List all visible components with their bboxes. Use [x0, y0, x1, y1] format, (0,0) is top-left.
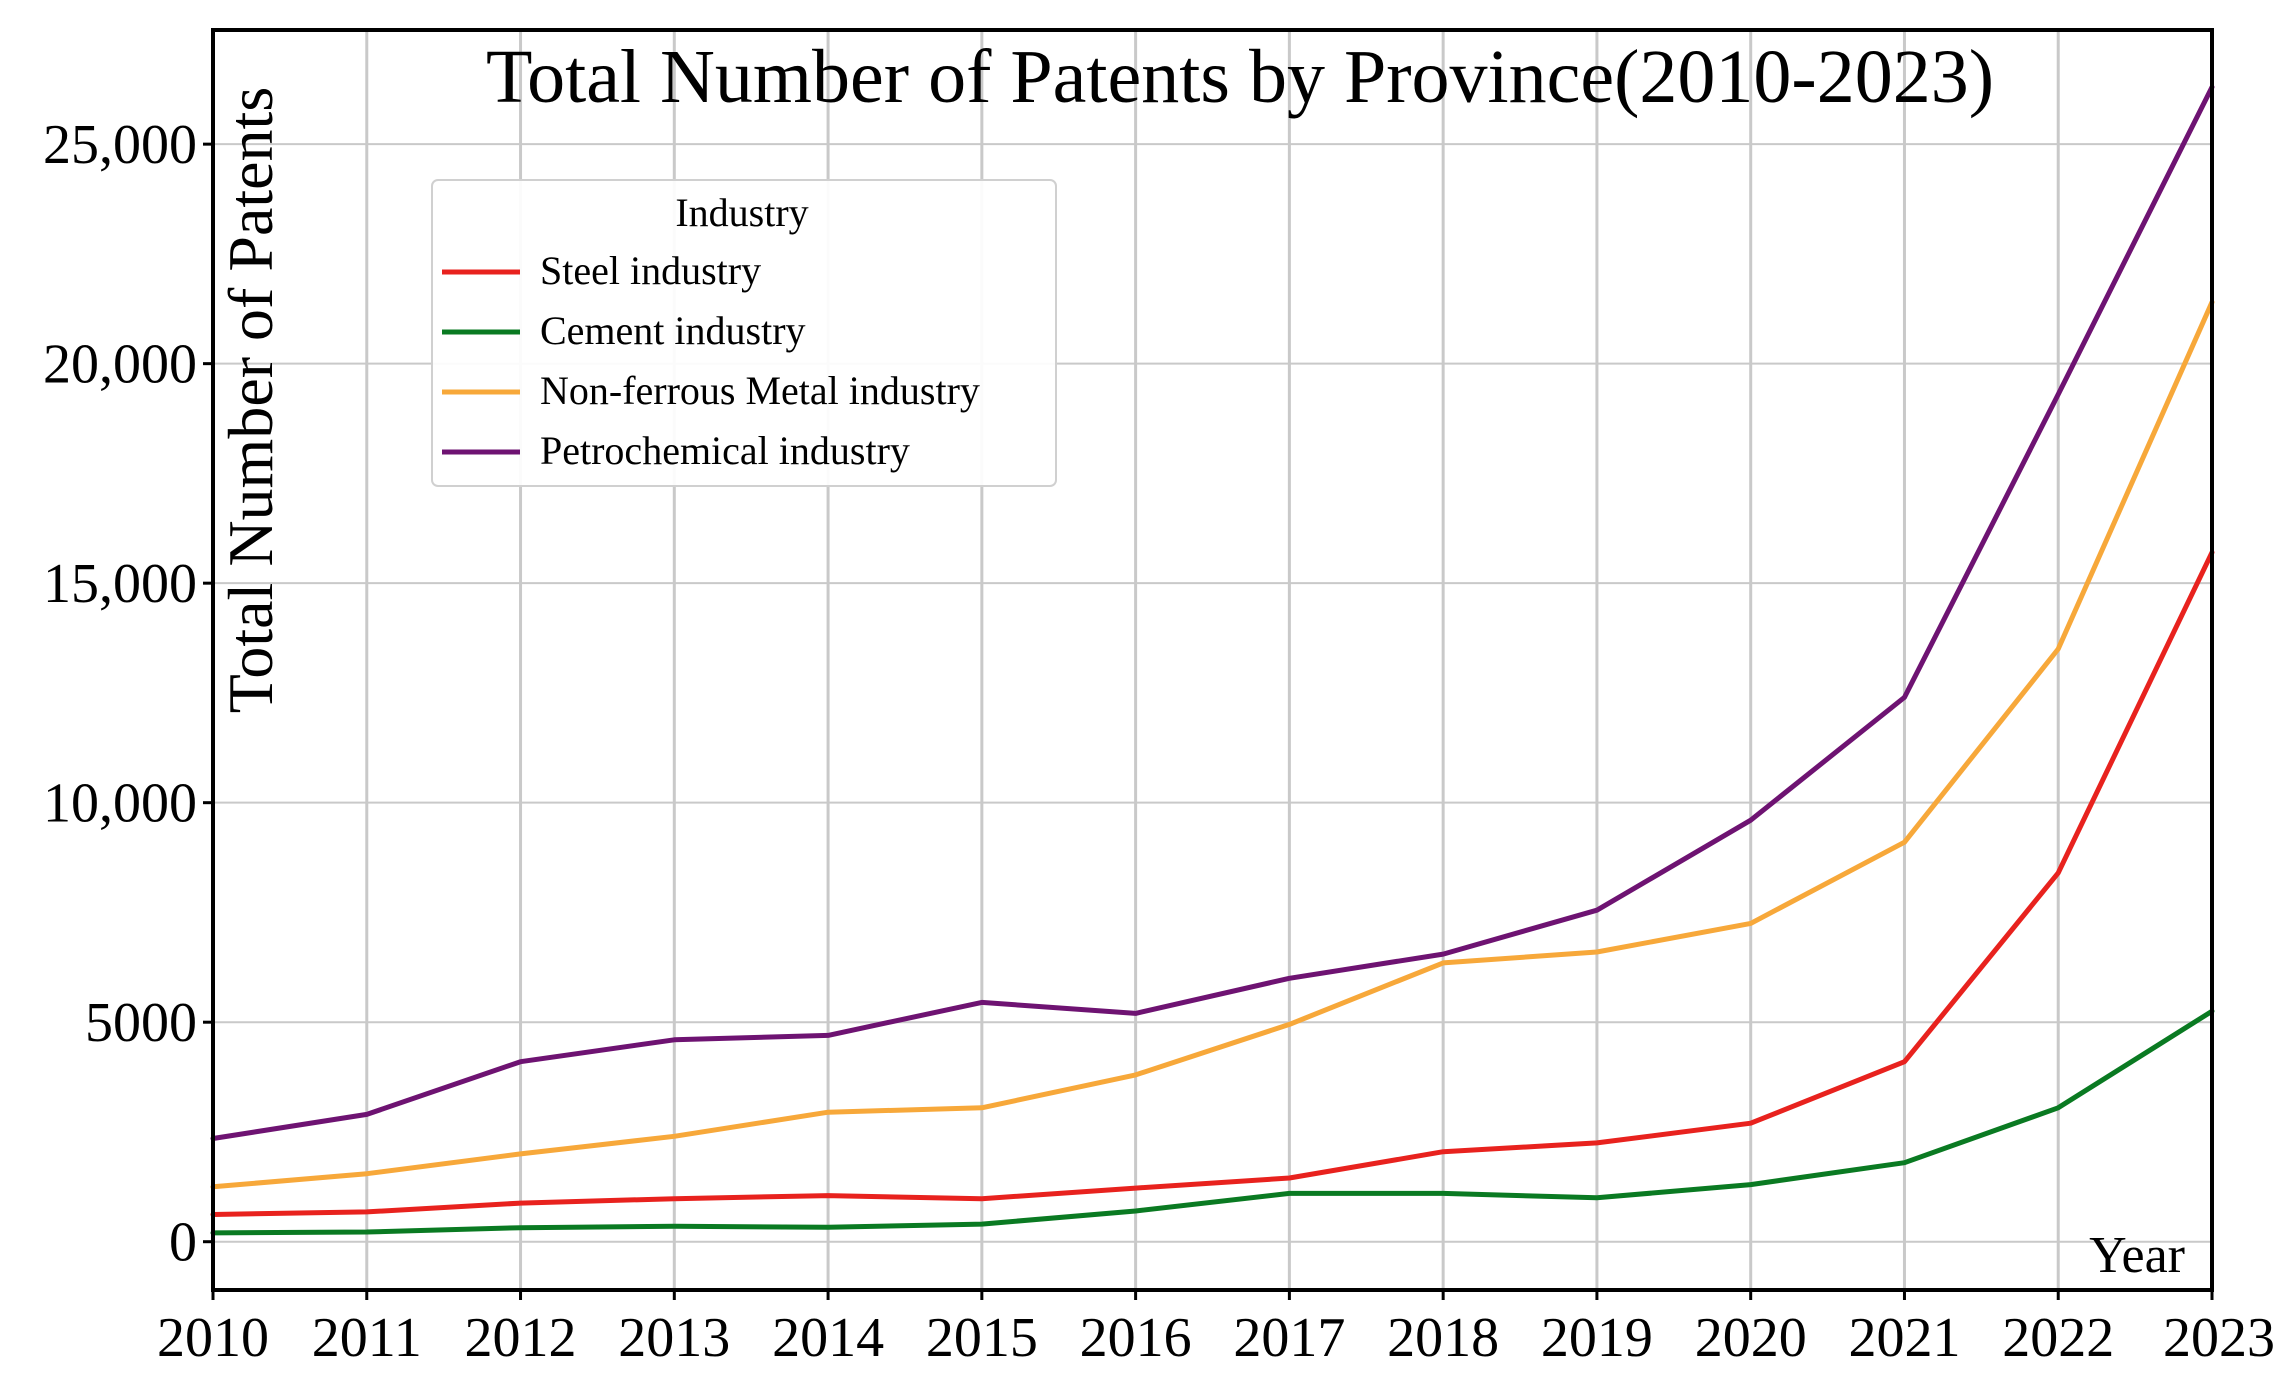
- x-tick-label: 2023: [2163, 1307, 2275, 1369]
- legend-item-petrochemical: Petrochemical industry: [442, 428, 910, 473]
- x-tick-label: 2018: [1387, 1307, 1499, 1369]
- x-tick-label: 2022: [2002, 1307, 2114, 1369]
- x-tick-label: 2012: [465, 1307, 577, 1369]
- series-line-steel: [210, 549, 2215, 1217]
- series-line-cement: [210, 1008, 2215, 1236]
- axis-ticks: 0 5000 10,000 15,000 20,000 25,000 2010 2011 201…: [43, 114, 2275, 1369]
- legend-box: [431, 179, 1057, 487]
- chart-title: Total Number of Patents by Province(2010…: [486, 35, 1994, 119]
- y-tick-label: 15,000: [43, 553, 197, 615]
- x-tick-label: 2016: [1080, 1307, 1192, 1369]
- legend: Industry Steel industry Cement industry …: [431, 179, 1057, 487]
- plot-frame: [211, 28, 2214, 1292]
- series-line-nonferrous: [210, 299, 2215, 1190]
- x-tick-label: 2015: [926, 1307, 1038, 1369]
- x-axis-label: Year: [2089, 1227, 2185, 1284]
- legend-title: Industry: [675, 190, 808, 235]
- y-tick-label: 10,000: [43, 773, 197, 835]
- y-tick-label: 20,000: [43, 334, 197, 396]
- legend-item-steel: Steel industry: [442, 248, 761, 293]
- y-tick-label: 0: [169, 1212, 197, 1274]
- legend-label-petrochemical: Petrochemical industry: [540, 428, 910, 473]
- x-tick-label: 2013: [618, 1307, 730, 1369]
- y-tick-label: 5000: [85, 992, 197, 1054]
- legend-item-cement: Cement industry: [442, 308, 806, 353]
- x-tick-label: 2017: [1233, 1307, 1345, 1369]
- legend-label-cement: Cement industry: [540, 308, 806, 353]
- x-tick-label: 2010: [157, 1307, 269, 1369]
- x-tick-label: 2019: [1541, 1307, 1653, 1369]
- legend-item-nonferrous: Non-ferrous Metal industry: [442, 368, 980, 413]
- legend-label-steel: Steel industry: [540, 248, 761, 293]
- legend-label-nonferrous: Non-ferrous Metal industry: [540, 368, 980, 413]
- x-tick-label: 2014: [772, 1307, 884, 1369]
- y-tick-label: 25,000: [43, 114, 197, 176]
- x-tick-label: 2020: [1695, 1307, 1807, 1369]
- series-lines: [210, 84, 2215, 1236]
- y-axis-label: Total Number of Patents: [215, 87, 286, 714]
- x-tick-label: 2021: [1848, 1307, 1960, 1369]
- x-tick-label: 2011: [312, 1307, 422, 1369]
- series-line-petrochemical: [210, 84, 2215, 1141]
